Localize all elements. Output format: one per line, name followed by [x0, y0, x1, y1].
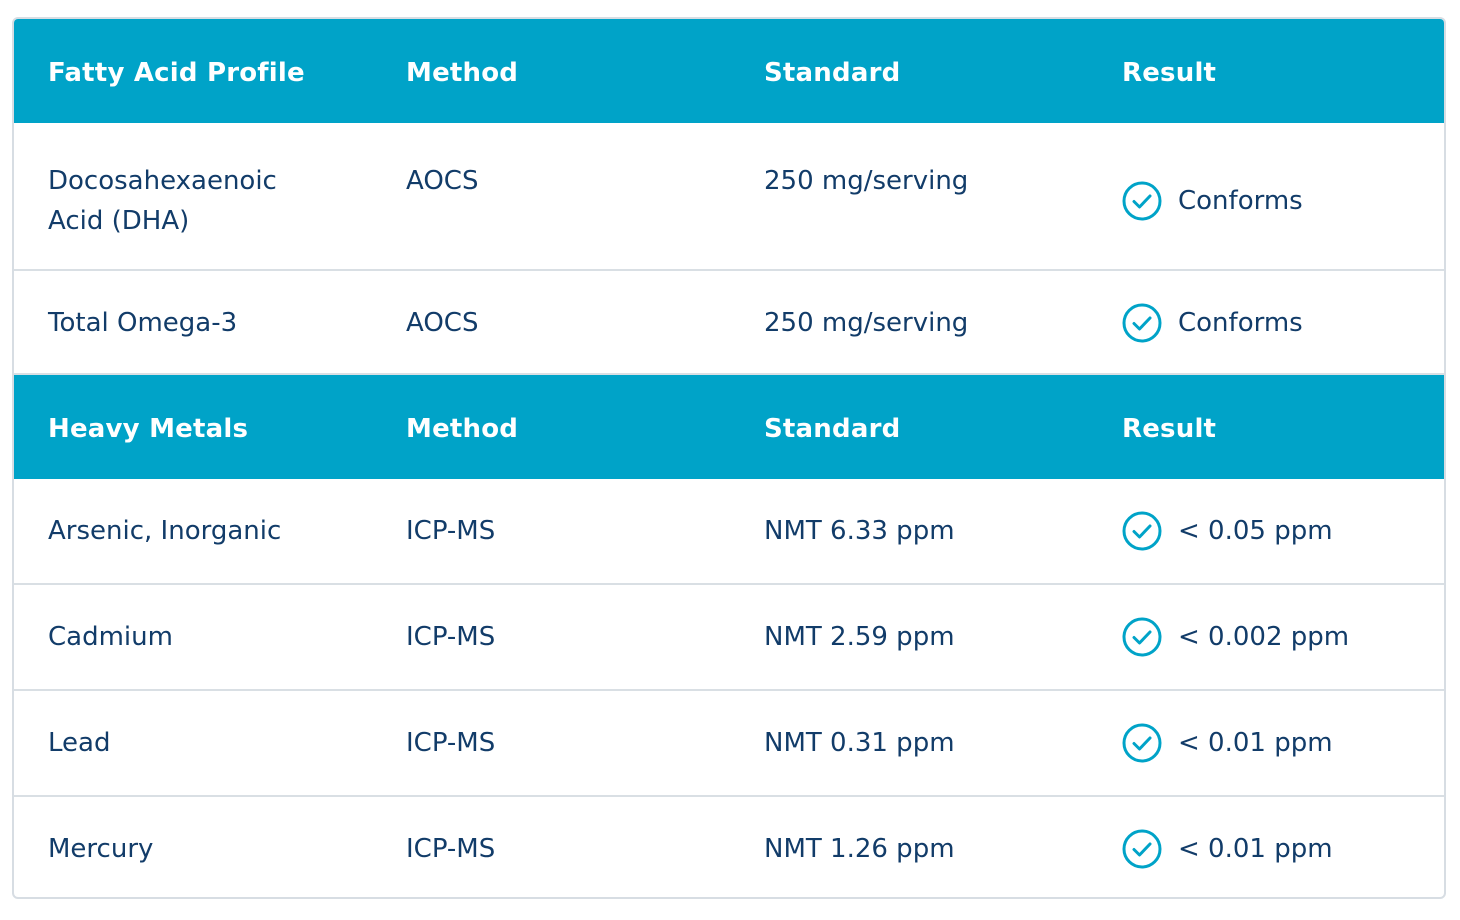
table-row: Mercury ICP-MS NMT 1.26 ppm < 0.01 ppm: [14, 797, 1444, 897]
table-row: Docosahexaenoic Acid (DHA) AOCS 250 mg/s…: [14, 123, 1444, 271]
analyte-name: Total Omega-3: [48, 308, 238, 338]
result-value: < 0.05 ppm: [1178, 516, 1333, 546]
section-header-heavy-metals: Heavy Metals Method Standard Result: [14, 375, 1444, 479]
result-cell: < 0.05 ppm: [1122, 511, 1442, 551]
result-cell: Conforms: [1122, 303, 1442, 343]
analyte-name: Arsenic, Inorganic: [48, 516, 282, 546]
column-header-result: Result: [1122, 58, 1217, 88]
result-cell: < 0.01 ppm: [1122, 723, 1442, 763]
analyte-name: Mercury: [48, 834, 154, 864]
result-value: Conforms: [1178, 308, 1303, 338]
column-header-result: Result: [1122, 414, 1217, 444]
column-header-analyte: Fatty Acid Profile: [48, 58, 305, 88]
test-results-table: Fatty Acid Profile Method Standard Resul…: [12, 17, 1446, 899]
check-circle-icon: [1122, 617, 1162, 657]
check-circle-icon: [1122, 829, 1162, 869]
section-header-fatty-acid-profile: Fatty Acid Profile Method Standard Resul…: [14, 19, 1444, 123]
method-value: AOCS: [406, 308, 479, 338]
check-circle-icon: [1122, 511, 1162, 551]
result-value: < 0.01 ppm: [1178, 728, 1333, 758]
check-circle-icon: [1122, 181, 1162, 221]
method-value: AOCS: [406, 166, 479, 196]
result-cell: < 0.01 ppm: [1122, 829, 1442, 869]
result-cell: Conforms: [1122, 181, 1442, 221]
analyte-name: Docosahexaenoic Acid (DHA): [48, 166, 277, 236]
table-row: Arsenic, Inorganic ICP-MS NMT 6.33 ppm <…: [14, 479, 1444, 585]
check-circle-icon: [1122, 303, 1162, 343]
standard-value: NMT 0.31 ppm: [764, 728, 955, 758]
method-value: ICP-MS: [406, 622, 496, 652]
column-header-analyte: Heavy Metals: [48, 414, 249, 444]
analyte-name: Cadmium: [48, 622, 173, 652]
table-row: Lead ICP-MS NMT 0.31 ppm < 0.01 ppm: [14, 691, 1444, 797]
column-header-standard: Standard: [764, 58, 901, 88]
result-value: < 0.002 ppm: [1178, 622, 1350, 652]
standard-value: NMT 6.33 ppm: [764, 516, 955, 546]
standard-value: NMT 1.26 ppm: [764, 834, 955, 864]
table-row: Total Omega-3 AOCS 250 mg/serving Confor…: [14, 271, 1444, 375]
table-row: Cadmium ICP-MS NMT 2.59 ppm < 0.002 ppm: [14, 585, 1444, 691]
method-value: ICP-MS: [406, 516, 496, 546]
column-header-method: Method: [406, 58, 519, 88]
method-value: ICP-MS: [406, 728, 496, 758]
standard-value: 250 mg/serving: [764, 166, 969, 196]
column-header-method: Method: [406, 414, 519, 444]
standard-value: NMT 2.59 ppm: [764, 622, 955, 652]
column-header-standard: Standard: [764, 414, 901, 444]
standard-value: 250 mg/serving: [764, 308, 969, 338]
result-value: < 0.01 ppm: [1178, 834, 1333, 864]
result-cell: < 0.002 ppm: [1122, 617, 1442, 657]
analyte-name: Lead: [48, 728, 111, 758]
check-circle-icon: [1122, 723, 1162, 763]
result-value: Conforms: [1178, 186, 1303, 216]
method-value: ICP-MS: [406, 834, 496, 864]
